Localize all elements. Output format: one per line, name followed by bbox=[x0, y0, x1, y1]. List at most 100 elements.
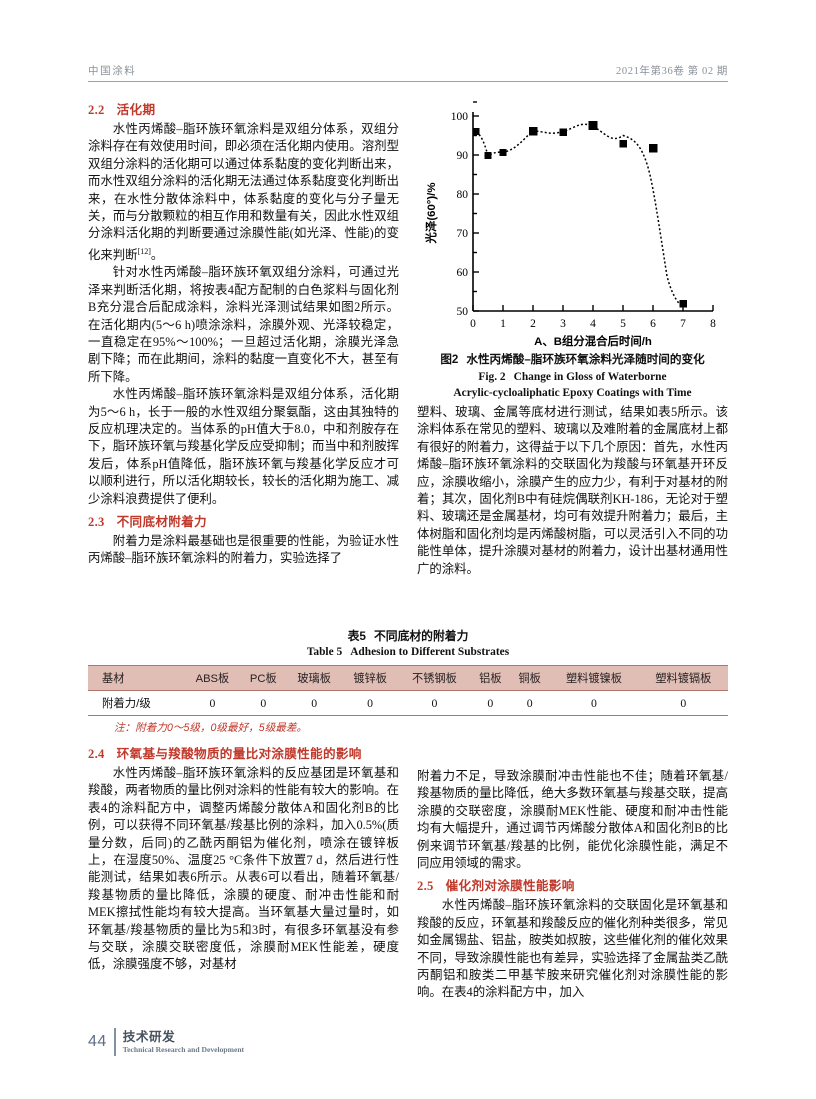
table-row: 附着力/级 0 0 0 0 0 0 0 0 0 bbox=[88, 690, 728, 716]
figure-caption-en-line2: Acrylic-cycloaliphatic Epoxy Coatings wi… bbox=[453, 387, 692, 400]
table5-header-3: 玻璃板 bbox=[286, 665, 343, 691]
paragraph-2-5-1: 水性丙烯酸–脂环族环氧涂料的交联固化是环氧基和羧酸的反应，环氧基和羧酸反应的催化… bbox=[417, 898, 728, 1000]
table5-block: 表5 不同底材的附着力 Table 5 Adhesion to Different … bbox=[88, 628, 728, 735]
section-title: 环氧基与羧酸物质的量比对涂膜性能的影响 bbox=[116, 747, 362, 761]
y-tick-70: 70 bbox=[457, 228, 469, 240]
x-tick-0: 0 bbox=[470, 318, 476, 330]
section-heading-2-2: 2.2 活化期 bbox=[88, 100, 399, 120]
footer-section-en: Technical Research and Development bbox=[122, 1044, 245, 1054]
journal-name: 中国涂料 bbox=[88, 66, 137, 77]
section-number: 2.2 bbox=[88, 103, 105, 117]
right-column-upper: 塑料、玻璃、金属等底材进行测试，结果如表5所示。该涂料体系在常见的塑料、玻璃以及… bbox=[417, 404, 728, 619]
table5-cell-0-3: 0 bbox=[286, 690, 343, 716]
table5-cell-0-0: 附着力/级 bbox=[88, 690, 185, 716]
x-tick-labels: 0 1 2 3 4 5 6 7 8 bbox=[470, 318, 716, 330]
paragraph-text: 水性丙烯酸–脂环族环氧涂料是双组分体系，双组分涂料存在有效使用时间，即必须在活化… bbox=[88, 122, 399, 262]
table5-label-en: Table 5 bbox=[306, 646, 343, 658]
paragraph-2-2-2: 针对水性丙烯酸–脂环族环氧双组分涂料，可通过光泽来判断活化期，将按表4配方配制的… bbox=[88, 265, 399, 384]
table5-header-1: ABS板 bbox=[184, 665, 241, 691]
figure-caption-en-line1: Fig. 2 Change in Gloss of Waterborne bbox=[417, 369, 728, 386]
y-tick-100: 100 bbox=[451, 111, 469, 123]
y-tick-60: 60 bbox=[457, 267, 469, 279]
table5-note: 注：附着力0～5级，0级最好，5级最差。 bbox=[114, 722, 308, 734]
x-major-ticks bbox=[472, 305, 714, 311]
table5-caption: 表5 不同底材的附着力 Table 5 Adhesion to Different … bbox=[88, 628, 728, 660]
paragraph-2-2-3: 水性丙烯酸–脂环族环氧涂料是双组分体系，活化期为5～6 h，长于一般的水性双组分… bbox=[88, 387, 399, 506]
table5-header-8: 塑料镀镍板 bbox=[549, 665, 639, 691]
section-heading-2-5: 2.5 催化剂对涂膜性能影响 bbox=[417, 876, 728, 896]
section-number: 2.3 bbox=[88, 515, 105, 530]
data-point-4 bbox=[559, 128, 567, 136]
table5-title-en: Adhesion to Different Substrates bbox=[350, 646, 510, 658]
table5-cell-0-7: 0 bbox=[510, 690, 550, 716]
table5: 基材 ABS板 PC板 玻璃板 镀锌板 不锈钢板 铝板 铜板 塑料镀镍板 塑料镀… bbox=[88, 665, 728, 716]
table5-head: 基材 ABS板 PC板 玻璃板 镀锌板 不锈钢板 铝板 铜板 塑料镀镍板 塑料镀… bbox=[88, 665, 728, 691]
table5-header-4: 镀锌板 bbox=[342, 665, 399, 691]
y-axis-title: 光泽(60°)/% bbox=[424, 183, 438, 245]
y-tick-80: 80 bbox=[457, 189, 469, 201]
table5-cell-0-1: 0 bbox=[184, 690, 241, 716]
figure-label-en: Fig. 2 bbox=[478, 370, 506, 383]
y-minor-ticks bbox=[473, 101, 477, 293]
paragraph-2-3-continued: 塑料、玻璃、金属等底材进行测试，结果如表5所示。该涂料体系在常见的塑料、玻璃以及… bbox=[417, 405, 728, 576]
x-tick-7: 7 bbox=[680, 318, 686, 330]
right-column-lower: 附着力不足，导致涂膜耐冲击性能也不佳；随着环氧基/羧基物质的量比降低，绝大多数环… bbox=[417, 768, 728, 1028]
page-number: 44 bbox=[88, 1033, 107, 1050]
running-head: 中国涂料 2021年第36卷 第 02 期 bbox=[88, 58, 728, 82]
x-tick-1: 1 bbox=[500, 318, 506, 330]
table5-header-6: 铝板 bbox=[470, 665, 511, 691]
paragraph-2-4-1: 水性丙烯酸–脂环族环氧涂料的反应基团是环氧基和羧酸，两者物质的量比例对涂料的性能… bbox=[88, 766, 399, 972]
table5-header-9: 塑料镀镉板 bbox=[638, 665, 728, 691]
y-major-ticks bbox=[473, 115, 479, 312]
data-point-5 bbox=[588, 121, 598, 130]
chart-axes bbox=[472, 112, 713, 312]
y-tick-90: 90 bbox=[457, 150, 469, 162]
data-point-1 bbox=[484, 152, 492, 159]
table5-cell-0-2: 0 bbox=[240, 690, 287, 716]
x-tick-6: 6 bbox=[650, 318, 656, 330]
section-heading-2-3: 2.3 不同底材附着力 bbox=[88, 512, 399, 532]
paragraph-tail: 。 bbox=[150, 247, 164, 262]
reference-marker: [12] bbox=[137, 246, 151, 256]
x-tick-8: 8 bbox=[710, 318, 716, 330]
table5-caption-en: Table 5 Adhesion to Different Substrates bbox=[88, 644, 728, 660]
footer-section-cn: 技术研发 bbox=[122, 1029, 176, 1044]
section-number: 2.5 bbox=[417, 879, 434, 894]
data-point-0 bbox=[472, 128, 480, 135]
data-point-8 bbox=[679, 300, 687, 308]
figure-title-en-1: Change in Gloss of Waterborne bbox=[513, 370, 667, 383]
section-title: 不同底材附着力 bbox=[116, 515, 207, 530]
table5-body: 附着力/级 0 0 0 0 0 0 0 0 0 bbox=[88, 690, 728, 716]
figure-title-cn: 水性丙烯酸–脂环族环氧涂料光泽随时间的变化 bbox=[466, 353, 705, 366]
data-point-3 bbox=[529, 127, 538, 136]
table5-title-cn: 不同底材的附着力 bbox=[373, 629, 469, 643]
table5-label-cn: 表5 bbox=[347, 629, 366, 643]
section-title: 催化剂对涂膜性能影响 bbox=[445, 879, 575, 894]
table-header-row: 基材 ABS板 PC板 玻璃板 镀锌板 不锈钢板 铝板 铜板 塑料镀镍板 塑料镀… bbox=[88, 665, 728, 691]
table5-cell-0-8: 0 bbox=[549, 690, 639, 716]
table5-header-0: 基材 bbox=[88, 665, 185, 691]
paragraph-2-2-1: 水性丙烯酸–脂环族环氧涂料是双组分体系，双组分涂料存在有效使用时间，即必须在活化… bbox=[88, 121, 399, 264]
x-tick-5: 5 bbox=[620, 318, 626, 330]
y-tick-50: 50 bbox=[457, 306, 469, 318]
table5-header-2: PC板 bbox=[240, 665, 287, 691]
data-points bbox=[472, 121, 687, 308]
table5-header-7: 铜板 bbox=[510, 665, 550, 691]
figure-gloss-vs-time: 50 60 70 80 90 100 0 1 bbox=[417, 96, 728, 351]
footer-section: 技术研发 Technical Research and Development bbox=[123, 1030, 244, 1055]
x-axis-title: A、B组分混合后时间/h bbox=[534, 334, 652, 348]
table5-cell-0-9: 0 bbox=[638, 690, 728, 716]
section-title: 活化期 bbox=[116, 103, 156, 117]
y-tick-labels: 50 60 70 80 90 100 bbox=[451, 111, 469, 318]
issue-info: 2021年第36卷 第 02 期 bbox=[616, 66, 728, 77]
section-heading-2-4: 2.4 环氧基与羧酸物质的量比对涂膜性能的影响 bbox=[88, 744, 399, 764]
table5-cell-0-4: 0 bbox=[342, 690, 399, 716]
table5-cell-0-5: 0 bbox=[398, 690, 471, 716]
x-tick-4: 4 bbox=[590, 318, 596, 330]
left-column-lower: 2.4 环氧基与羧酸物质的量比对涂膜性能的影响 水性丙烯酸–脂环族环氧涂料的反应基… bbox=[88, 740, 399, 1020]
x-tick-2: 2 bbox=[530, 318, 536, 330]
data-point-2 bbox=[499, 149, 507, 156]
paragraph-2-3-1: 附着力是涂料最基础也是很重要的性能，为验证水性丙烯酸–脂环族环氧涂料的附着力，实… bbox=[88, 534, 399, 566]
footer-divider bbox=[113, 1028, 116, 1056]
